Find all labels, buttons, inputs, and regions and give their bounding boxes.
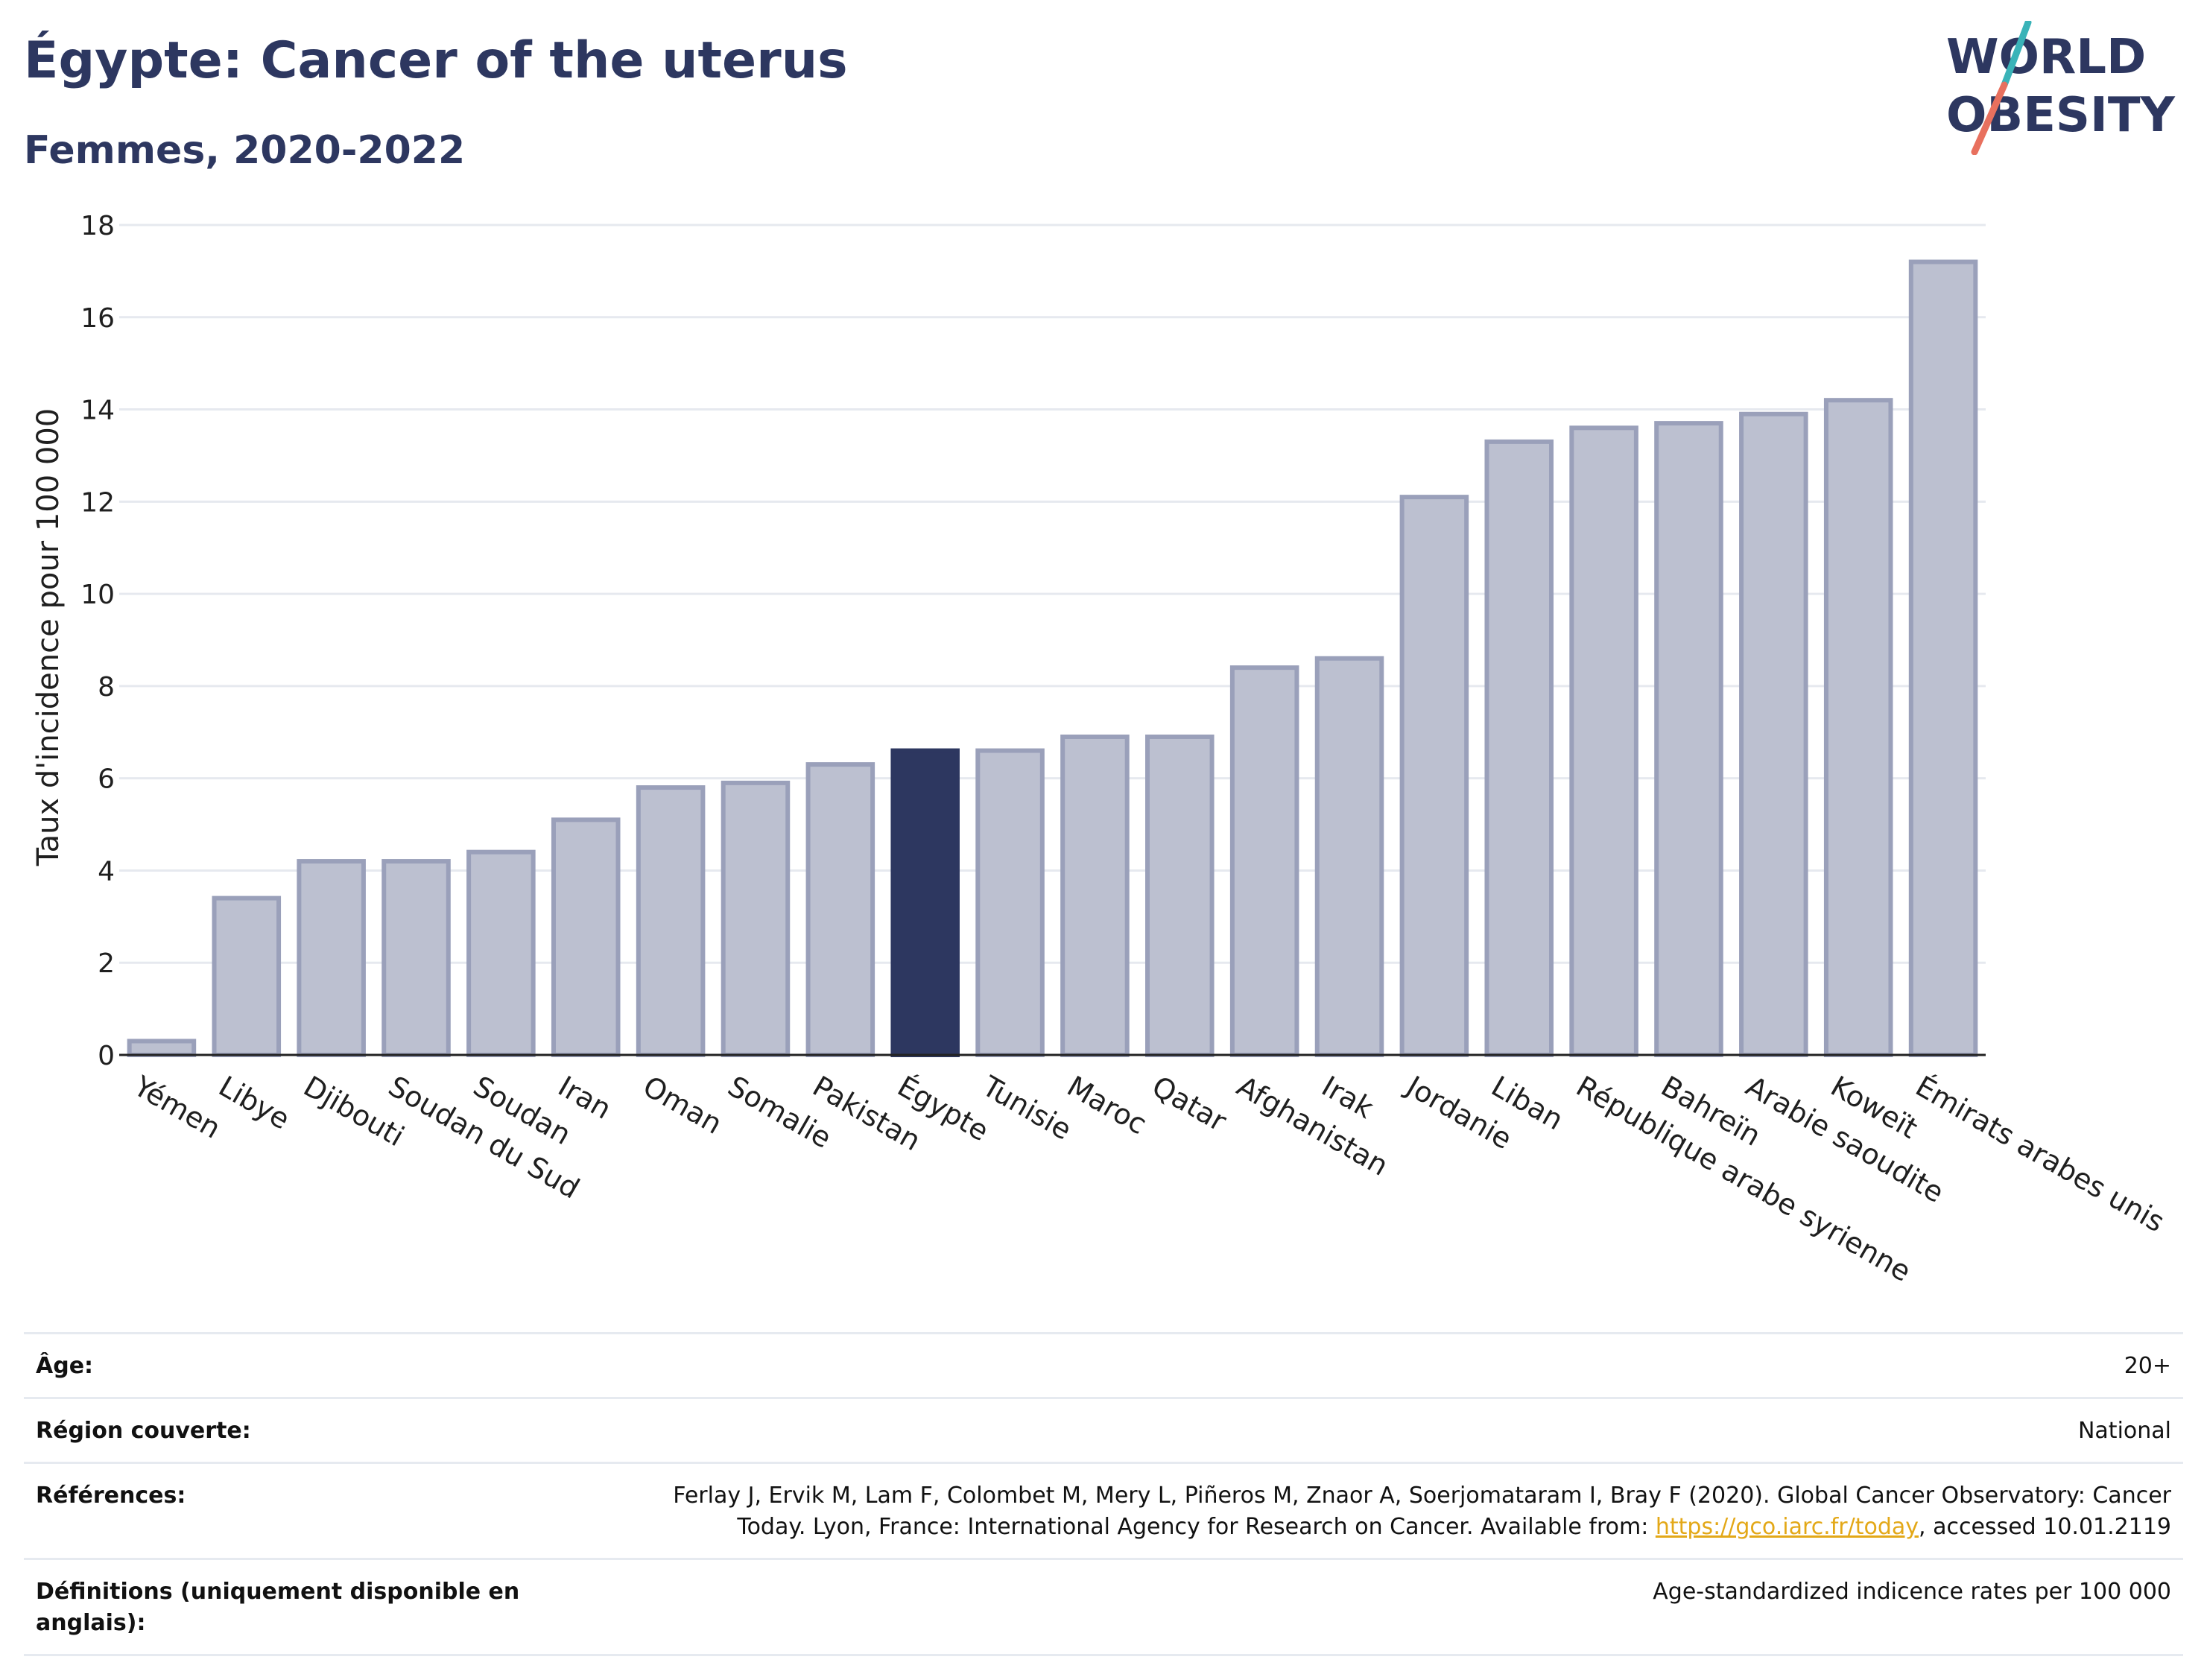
bar [1399,495,1469,1057]
x-tick-label: Afghanistan [1232,1070,1394,1182]
bar [1569,425,1638,1057]
page-title: Égypte: Cancer of the uterus [24,31,848,90]
logo-slash-top [2001,21,2032,89]
info-value-references: Ferlay J, Ervik M, Lam F, Colombet M, Me… [621,1480,2171,1543]
references-accessed: , accessed 10.01.2119 [1919,1514,2171,1540]
y-tick-label: 8 [98,672,115,703]
bar [1229,665,1299,1057]
bar [636,785,706,1057]
y-tick-label: 2 [98,948,115,979]
bar [297,859,366,1057]
y-tick-label: 6 [98,764,115,795]
y-axis-label: Taux d'incidence pour 100 000 [31,408,66,866]
info-table: Âge: 20+ Région couverte: National Référ… [24,1332,2183,1656]
bar-layer [127,259,1978,1058]
bar [1908,259,1978,1057]
bar [721,780,791,1057]
y-tick-label: 0 [98,1041,115,1071]
info-value-region: National [2077,1418,2171,1444]
y-tick-label: 16 [80,303,115,334]
y-tick-label: 4 [98,856,115,887]
references-text: Ferlay J, Ervik M, Lam F, Colombet M, Me… [673,1483,2171,1540]
bar [466,849,536,1057]
x-tick-label: Qatar [1147,1070,1232,1138]
bar [1060,734,1130,1057]
page-subtitle: Femmes, 2020-2022 [24,128,466,173]
y-tick-label: 18 [80,211,115,241]
bar [127,1039,197,1058]
info-label-age: Âge: [36,1353,94,1379]
x-tick-label: Yémen [128,1069,227,1145]
bar [212,896,282,1057]
x-tick-label: Maroc [1062,1070,1153,1141]
info-label-references: Références: [36,1483,186,1509]
bar [1145,734,1215,1057]
bar [1823,398,1893,1057]
bar [975,748,1045,1057]
y-tick-label: 14 [80,396,115,426]
bar [1314,656,1384,1057]
bar [551,817,621,1057]
world-obesity-logo: WORLD OBESITY [1946,21,2175,155]
info-value-definitions: Age-standardized indicence rates per 100… [1653,1579,2171,1605]
bar [1654,421,1723,1058]
bar-highlight [890,748,960,1057]
logo-line1: WORLD [1946,30,2146,85]
info-row-age: Âge: 20+ [24,1332,2183,1397]
bar [805,762,875,1057]
x-tick-label: Émirats arabes unis [1910,1070,2170,1239]
info-row-references: Références: Ferlay J, Ervik M, Lam F, Co… [24,1462,2183,1558]
y-tick-label: 12 [80,487,115,518]
bar [1484,439,1554,1057]
bar [1739,411,1808,1057]
info-label-region: Région couverte: [36,1418,251,1444]
bar [381,859,451,1057]
x-tick-label: Libye [213,1070,295,1136]
info-row-definitions: Définitions (uniquement disponible en an… [24,1558,2183,1656]
x-tick-label: Oman [638,1070,728,1141]
info-value-age: 20+ [2124,1353,2171,1379]
logo-slash-bottom [1971,81,2008,155]
info-label-definitions: Définitions (uniquement disponible en an… [36,1579,520,1636]
info-row-region: Région couverte: National [24,1397,2183,1462]
y-tick-label: 10 [80,580,115,610]
x-tick-label: Tunisie [976,1069,1077,1147]
references-link[interactable]: https://gco.iarc.fr/today [1655,1514,1919,1540]
